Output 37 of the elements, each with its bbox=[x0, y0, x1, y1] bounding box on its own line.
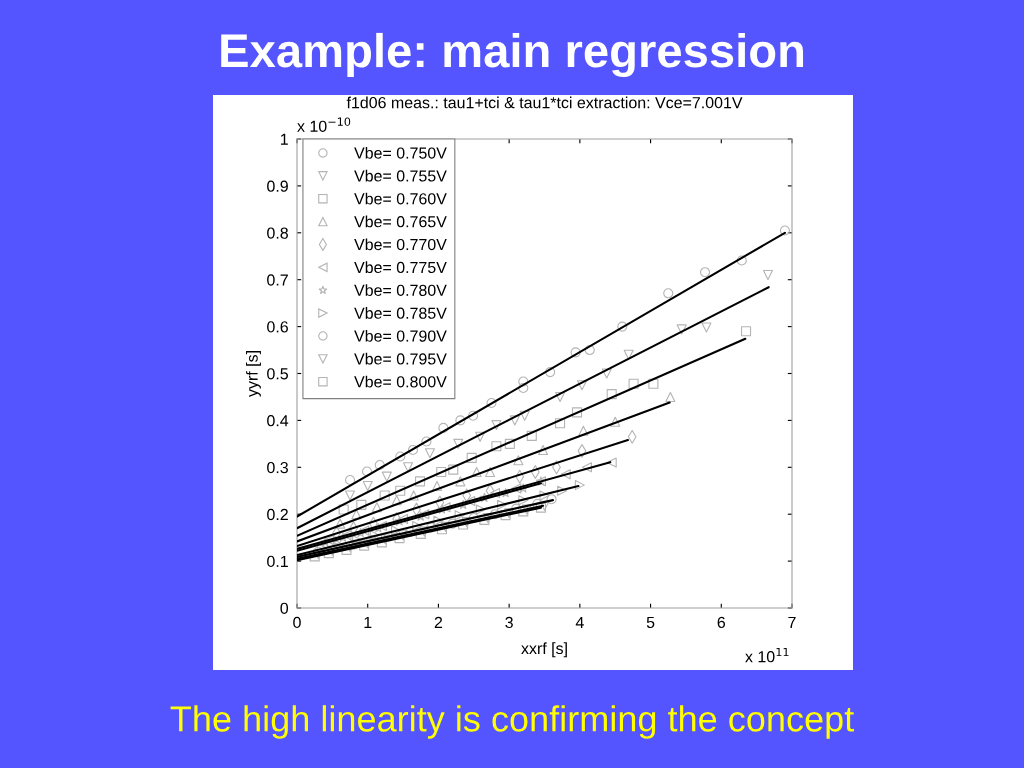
y-tick-label: 0.3 bbox=[267, 461, 288, 474]
x-tick-label: 5 bbox=[646, 616, 655, 629]
x-tick-label: 4 bbox=[575, 616, 584, 628]
y-tick-label: 0.9 bbox=[267, 180, 288, 192]
legend-label: Vbe= 0.790V bbox=[354, 329, 447, 342]
legend-label: Vbe= 0.775V bbox=[354, 261, 447, 274]
y-tick-label: 0 bbox=[280, 602, 289, 614]
y-tick-label: 0.1 bbox=[267, 555, 288, 568]
legend-label: Vbe= 0.760V bbox=[354, 192, 447, 205]
legend-label: Vbe= 0.755V bbox=[354, 169, 447, 182]
y-tick-label: 0.8 bbox=[267, 227, 288, 239]
y-tick-label: 0.7 bbox=[267, 274, 288, 286]
x-axis-title: xxrf [s] bbox=[521, 642, 567, 658]
x-tick-label: 0 bbox=[293, 616, 301, 629]
chart-subtitle: f1d06 meas.: tau1+tci & tau1*tci extraction: Vce=7.001V bbox=[346, 96, 743, 109]
y-tick-label: 0.6 bbox=[267, 321, 288, 333]
y-tick-label: 0.4 bbox=[267, 415, 289, 427]
y-axis-title: yyrf [s] bbox=[246, 351, 261, 397]
legend-label: Vbe= 0.750V bbox=[354, 146, 447, 159]
x-tick-label: 7 bbox=[788, 616, 796, 628]
legend-label: Vbe= 0.800V bbox=[354, 375, 447, 388]
text: The high linearity is confirming the concept bbox=[170, 705, 854, 739]
legend-label: Vbe= 0.765V bbox=[354, 215, 447, 228]
chart-title: Example: main regression bbox=[221, 32, 804, 78]
y-tick-label: 1 bbox=[281, 133, 288, 145]
legend-label: Vbe= 0.785V bbox=[354, 307, 447, 319]
y-tick-label: 0.2 bbox=[267, 508, 288, 521]
legend-label: Vbe= 0.795V bbox=[354, 352, 447, 365]
x-tick-label: 6 bbox=[717, 616, 726, 629]
y-tick-label: 0.5 bbox=[267, 368, 288, 380]
text: x 10$^{11}$ bbox=[745, 647, 789, 663]
legend-label: Vbe= 0.780V bbox=[354, 284, 447, 296]
x-tick-label: 1 bbox=[364, 616, 372, 628]
x-tick-label: 3 bbox=[505, 616, 513, 629]
x-tick-label: 2 bbox=[434, 616, 443, 628]
text: x 10$^{−10}$ bbox=[297, 117, 351, 132]
legend-label: Vbe= 0.770V bbox=[354, 238, 447, 251]
